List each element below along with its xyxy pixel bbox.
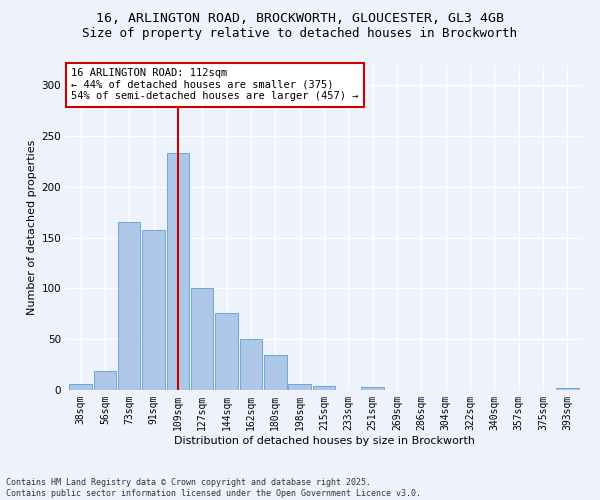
Bar — [118, 222, 140, 390]
X-axis label: Distribution of detached houses by size in Brockworth: Distribution of detached houses by size … — [173, 436, 475, 446]
Bar — [361, 387, 384, 390]
Bar — [142, 230, 165, 390]
Y-axis label: Number of detached properties: Number of detached properties — [27, 140, 37, 315]
Bar — [215, 313, 238, 390]
Text: 16, ARLINGTON ROAD, BROCKWORTH, GLOUCESTER, GL3 4GB: 16, ARLINGTON ROAD, BROCKWORTH, GLOUCEST… — [96, 12, 504, 26]
Bar — [264, 356, 287, 390]
Bar — [191, 288, 214, 390]
Text: Contains HM Land Registry data © Crown copyright and database right 2025.
Contai: Contains HM Land Registry data © Crown c… — [6, 478, 421, 498]
Bar — [94, 370, 116, 390]
Bar — [313, 386, 335, 390]
Text: 16 ARLINGTON ROAD: 112sqm
← 44% of detached houses are smaller (375)
54% of semi: 16 ARLINGTON ROAD: 112sqm ← 44% of detac… — [71, 68, 359, 102]
Bar — [556, 388, 578, 390]
Bar — [289, 384, 311, 390]
Text: Size of property relative to detached houses in Brockworth: Size of property relative to detached ho… — [83, 28, 517, 40]
Bar — [70, 384, 92, 390]
Bar — [240, 339, 262, 390]
Bar — [167, 154, 189, 390]
